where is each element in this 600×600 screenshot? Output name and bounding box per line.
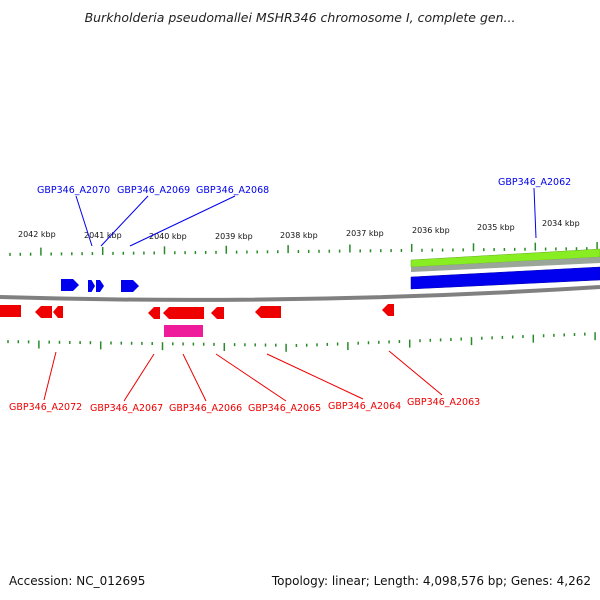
reverse-gene-label: GBP346_A2072 — [9, 402, 82, 413]
reverse-strand-genes — [0, 304, 394, 337]
reverse-gene-label: GBP346_A2063 — [407, 397, 480, 408]
upper-tick-track — [9, 242, 598, 256]
scale-label: 2037 kbp — [346, 229, 384, 238]
forward-leader-line — [533, 187, 537, 239]
reverse-gene-arrow — [35, 306, 52, 318]
green-feature-track — [410, 248, 600, 268]
forward-leader-line — [129, 195, 236, 247]
reverse-gene-label: GBP346_A2064 — [328, 401, 401, 412]
reverse-gene-block — [0, 305, 21, 317]
scale-label: 2035 kbp — [477, 223, 515, 232]
reverse-leader-line — [123, 353, 155, 402]
accession-text: Accession: NC_012695 — [9, 574, 146, 588]
chromosome-backbone — [0, 285, 600, 302]
forward-leader-line — [100, 195, 149, 247]
pink-feature-block — [164, 325, 203, 337]
scale-label: 2040 kbp — [149, 232, 187, 241]
reverse-leader-line — [43, 351, 57, 401]
forward-gene-arrow — [61, 279, 79, 291]
reverse-gene-label: GBP346_A2066 — [169, 403, 242, 414]
forward-gene-label: GBP346_A2069 — [117, 185, 190, 196]
map-title: Burkholderia pseudomallei MSHR346 chromo… — [84, 10, 516, 25]
scale-label: 2042 kbp — [18, 230, 56, 239]
label-leader-lines — [43, 187, 537, 402]
reverse-gene-label: GBP346_A2067 — [90, 403, 163, 414]
forward-gene-arrow — [96, 280, 104, 292]
reverse-leader-line — [215, 353, 287, 402]
backbone-line — [0, 285, 600, 302]
reverse-gene-arrow — [211, 307, 224, 319]
reverse-leader-line — [266, 353, 364, 400]
scale-labels: 2042 kbp 2041 kbp 2040 kbp 2039 kbp 2038 kbp… — [18, 219, 580, 241]
reverse-gene-label: GBP346_A2065 — [248, 403, 321, 414]
scale-label: 2039 kbp — [215, 232, 253, 241]
reverse-gene-arrow — [382, 304, 394, 316]
forward-strand-genes — [61, 279, 139, 292]
reverse-gene-arrow — [255, 306, 281, 318]
genome-summary-text: Topology: linear; Length: 4,098,576 bp; … — [271, 574, 591, 588]
reverse-gene-arrow — [148, 307, 160, 319]
reverse-leader-line — [182, 353, 207, 402]
forward-gene-arrow — [121, 280, 139, 292]
forward-gene-label: GBP346_A2062 — [498, 177, 571, 188]
forward-gene-arrow — [88, 280, 95, 292]
reverse-gene-arrow — [53, 306, 63, 318]
scale-label: 2036 kbp — [412, 226, 450, 235]
scale-label: 2038 kbp — [280, 231, 318, 240]
blue-feature-track — [410, 266, 600, 290]
lower-tick-track — [7, 332, 596, 352]
reverse-leader-line — [388, 350, 443, 396]
forward-gene-label: GBP346_A2070 — [37, 185, 110, 196]
forward-leader-line — [75, 195, 93, 247]
gray-feature-track — [411, 257, 600, 272]
reverse-gene-arrow — [163, 307, 204, 319]
gene-labels: GBP346_A2070 GBP346_A2069 GBP346_A2068 GBP3… — [9, 177, 571, 414]
feature-tracks — [410, 248, 600, 290]
scale-label: 2034 kbp — [542, 219, 580, 228]
forward-gene-label: GBP346_A2068 — [196, 185, 269, 196]
scale-label: 2041 kbp — [84, 231, 122, 240]
